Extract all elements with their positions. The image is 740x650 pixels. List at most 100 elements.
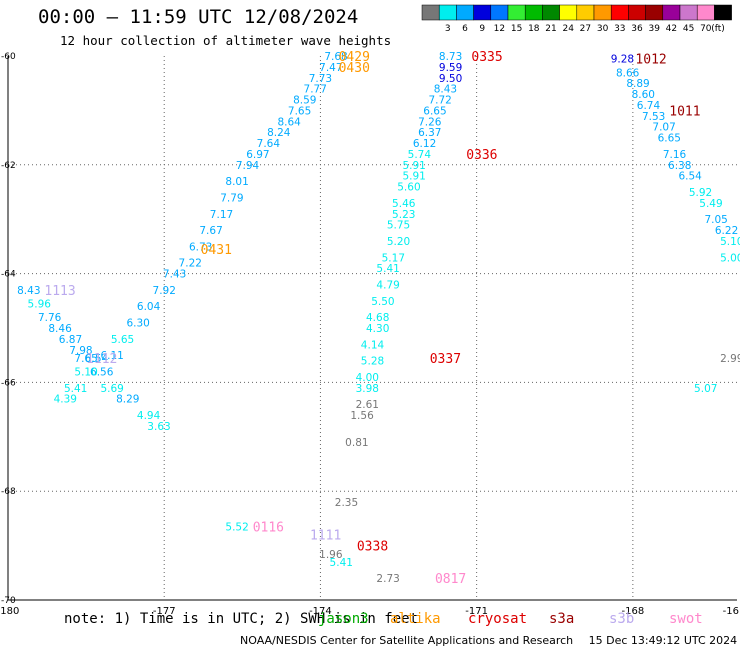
swh-point: 8.59 [293, 95, 316, 107]
y-tick-label: -68 [1, 487, 16, 497]
swh-point: 5.00 [720, 252, 740, 264]
time-label: 0337 [430, 352, 461, 367]
mission-legend-s3b: s3b [609, 611, 635, 627]
swh-point: 5.10 [720, 236, 740, 248]
swh-point: 7.98 [69, 345, 92, 357]
footer-credit: NOAA/NESDIS Center for Satellite Applica… [240, 634, 737, 647]
x-tick-label: -177 [153, 606, 176, 617]
swh-point: 7.26 [418, 116, 442, 128]
swh-point: 7.47 [319, 62, 342, 74]
time-label: 1012 [635, 53, 666, 68]
time-label: 1113 [44, 284, 75, 299]
swh-point: 8.60 [632, 89, 655, 101]
swh-point: 6.65 [658, 133, 681, 145]
swh-point: 5.41 [330, 557, 353, 569]
swh-point: 3.63 [147, 421, 170, 433]
data-points: 7.687.477.737.778.597.658.648.247.646.97… [17, 51, 740, 585]
swh-point: 6.30 [126, 318, 149, 330]
swh-point: 5.17 [382, 252, 405, 264]
swh-point: 7.67 [199, 225, 222, 237]
colorbar-label: 42 [666, 24, 677, 34]
swh-point: 9.50 [439, 73, 462, 85]
grid [8, 56, 737, 600]
swh-point: 7.94 [236, 160, 260, 172]
colorbar-label: 18 [528, 24, 540, 34]
swh-point: 8.01 [225, 176, 248, 188]
swh-point: 7.79 [220, 192, 243, 204]
swh-point: 4.30 [366, 323, 389, 335]
swh-point: 8.64 [277, 116, 301, 128]
x-tick-label: -16 [723, 606, 739, 617]
swh-point: 5.52 [225, 522, 248, 534]
colorbar-swatch [696, 4, 715, 21]
colorbar-label: 6 [462, 24, 468, 34]
swh-point: 7.53 [642, 111, 665, 123]
colorbar-swatch [507, 4, 526, 21]
time-label: 0116 [253, 521, 284, 536]
swh-point: 5.41 [376, 263, 399, 275]
swh-point: 8.43 [434, 84, 457, 96]
swh-point: 5.91 [402, 171, 425, 183]
time-label: 0338 [357, 540, 388, 555]
swh-point: 5.46 [392, 198, 416, 210]
colorbar-swatch [542, 4, 560, 21]
swh-point: 3.98 [356, 383, 379, 395]
swh-point: 7.92 [153, 285, 176, 297]
swh-point: 6.04 [137, 301, 161, 313]
swh-point: 4.00 [356, 372, 379, 384]
y-tick-label: -66 [1, 378, 16, 388]
colorbar-label: 33 [614, 24, 625, 34]
colorbar-swatch [473, 4, 492, 21]
time-label: 0431 [201, 243, 232, 258]
time-label: 0430 [339, 61, 370, 76]
colorbar-swatch [679, 4, 698, 21]
swh-point: 0.81 [345, 437, 368, 449]
swh-point: 6.56 [90, 367, 114, 379]
mission-legend-swot: swot [669, 611, 703, 627]
swh-point: 9.28 [611, 54, 634, 66]
swh-point: 5.20 [387, 236, 410, 248]
swh-point: 5.49 [699, 198, 722, 210]
swh-point: 6.74 [637, 100, 661, 112]
swh-point: 2.99 [720, 353, 740, 365]
x-tick-label: -168 [622, 606, 645, 617]
colorbar-swatch [490, 4, 509, 21]
swh-point: 8.73 [439, 51, 462, 63]
colorbar-label: 3 [445, 24, 451, 34]
colorbar-label: 24 [562, 24, 574, 34]
colorbar-swatch [714, 4, 732, 21]
swh-point: 4.79 [376, 279, 399, 291]
x-tick-label: -171 [465, 606, 488, 617]
swh-point: 2.35 [335, 497, 358, 509]
colorbar-swatch [610, 4, 629, 21]
page-title: 00:00 – 11:59 UTC 12/08/2024 [38, 6, 359, 28]
swh-point: 1.96 [319, 549, 343, 561]
y-tick-label: -70 [1, 596, 16, 606]
swh-point: 9.59 [439, 62, 462, 74]
swh-point: 7.05 [704, 214, 727, 226]
time-label: 1111 [310, 529, 341, 544]
swh-point: 6.22 [715, 225, 738, 237]
swh-point: 7.68 [324, 51, 347, 63]
mission-legend-jason3: jason3 [318, 611, 369, 627]
swh-point: 6.97 [246, 149, 269, 161]
swh-point: 5.60 [397, 182, 420, 194]
time-label: 0336 [466, 148, 497, 163]
swh-point: 8.46 [48, 323, 72, 335]
time-label: 0429 [339, 50, 370, 65]
swh-point: 2.61 [356, 399, 379, 411]
colorbar-label: 70 [700, 24, 712, 34]
swh-point: 4.39 [54, 394, 77, 406]
swh-point: 5.23 [392, 209, 415, 221]
y-tick-label: -62 [1, 161, 16, 171]
swh-point: 8.24 [267, 127, 291, 139]
colorbar-swatch [421, 4, 440, 21]
swh-point: 6.37 [418, 127, 441, 139]
swh-point: 7.65 [288, 105, 311, 117]
colorbar-unit: (ft) [711, 24, 725, 34]
swh-point: 1.56 [350, 410, 374, 422]
mission-legend-altika: altika [390, 611, 441, 627]
time-label: 1011 [669, 104, 700, 119]
swh-point: 7.07 [652, 122, 675, 134]
